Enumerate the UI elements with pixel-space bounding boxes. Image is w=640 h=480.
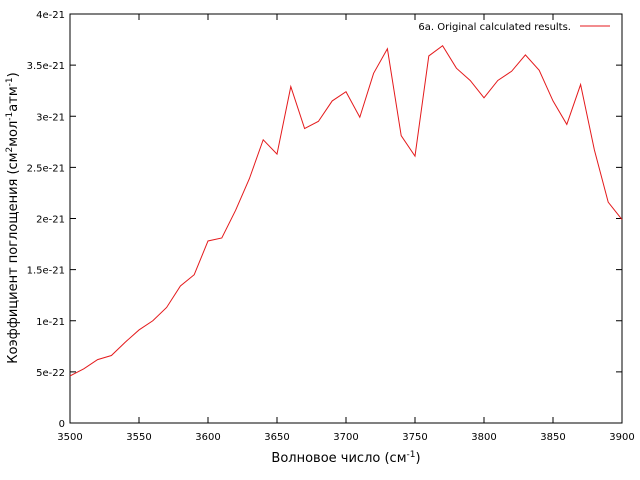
y-tick-label: 1e-21 <box>36 317 65 328</box>
x-tick-label: 3850 <box>540 432 565 443</box>
legend: 6a. Original calculated results. <box>418 22 610 33</box>
y-axis-label: Коэффициент поглощения (см2мол-1атм-1) <box>5 72 21 363</box>
y-tick-label: 2.5e-21 <box>27 163 65 174</box>
y-tick-label: 5e-22 <box>36 368 65 379</box>
x-axis-ticks: 3500 3550 3600 3650 3700 3750 3800 3850 3900 <box>57 14 635 443</box>
series-layer <box>69 44 623 377</box>
x-axis-label: Волновое число (см-1) <box>271 450 420 466</box>
series-line-1 <box>69 44 623 377</box>
legend-label-series-1: 6a. Original calculated results. <box>418 22 571 33</box>
x-tick-label: 3500 <box>57 432 82 443</box>
x-tick-label: 3700 <box>333 432 358 443</box>
x-tick-label: 3650 <box>264 432 289 443</box>
y-tick-label: 3e-21 <box>36 112 65 123</box>
x-tick-label: 3900 <box>609 432 634 443</box>
y-tick-label: 4e-21 <box>36 10 65 21</box>
x-tick-label: 3600 <box>195 432 220 443</box>
x-tick-label: 3800 <box>471 432 496 443</box>
y-tick-label: 3.5e-21 <box>27 61 65 72</box>
y-tick-label: 2e-21 <box>36 215 65 226</box>
plot-frame <box>69 13 623 424</box>
x-tick-label: 3750 <box>402 432 427 443</box>
x-tick-label: 3550 <box>126 432 151 443</box>
y-tick-label: 1.5e-21 <box>27 266 65 277</box>
y-axis-ticks: 0 5e-22 1e-21 1.5e-21 2e-21 2.5e-21 3e-21 3.5e-… <box>27 10 622 430</box>
y-tick-label: 0 <box>59 419 65 430</box>
